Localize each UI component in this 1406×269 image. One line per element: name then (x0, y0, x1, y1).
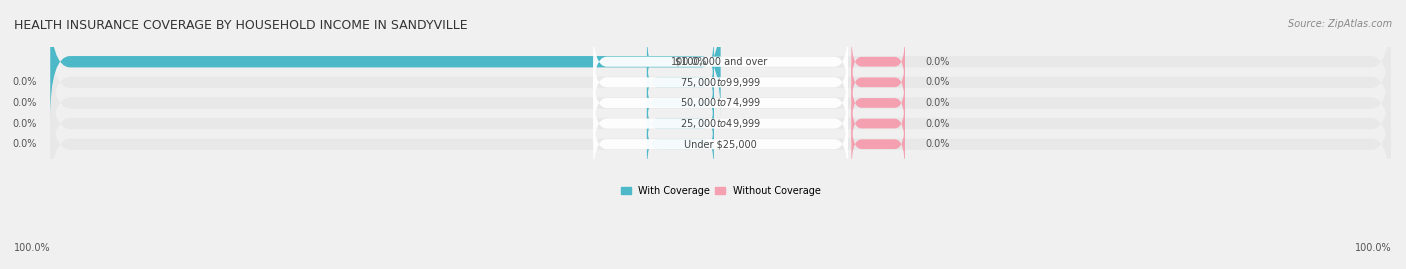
Text: 0.0%: 0.0% (925, 57, 949, 67)
FancyBboxPatch shape (852, 97, 905, 150)
Text: $100,000 and over: $100,000 and over (675, 57, 766, 67)
FancyBboxPatch shape (647, 97, 714, 150)
FancyBboxPatch shape (51, 88, 1391, 200)
FancyBboxPatch shape (852, 77, 905, 129)
FancyBboxPatch shape (647, 118, 714, 170)
FancyBboxPatch shape (852, 118, 905, 170)
Text: 0.0%: 0.0% (13, 119, 37, 129)
FancyBboxPatch shape (647, 56, 714, 108)
FancyBboxPatch shape (593, 108, 848, 180)
Text: $50,000 to $74,999: $50,000 to $74,999 (681, 97, 761, 109)
Text: $75,000 to $99,999: $75,000 to $99,999 (681, 76, 761, 89)
Text: 0.0%: 0.0% (925, 98, 949, 108)
Text: 0.0%: 0.0% (925, 119, 949, 129)
Text: 0.0%: 0.0% (925, 139, 949, 149)
FancyBboxPatch shape (593, 87, 848, 160)
FancyBboxPatch shape (593, 67, 848, 139)
Legend: With Coverage, Without Coverage: With Coverage, Without Coverage (621, 186, 821, 196)
FancyBboxPatch shape (852, 56, 905, 108)
FancyBboxPatch shape (852, 36, 905, 88)
Text: Under $25,000: Under $25,000 (685, 139, 756, 149)
Text: 100.0%: 100.0% (1355, 243, 1392, 253)
Text: 100.0%: 100.0% (14, 243, 51, 253)
Text: 0.0%: 0.0% (13, 139, 37, 149)
Text: Source: ZipAtlas.com: Source: ZipAtlas.com (1288, 19, 1392, 29)
FancyBboxPatch shape (593, 26, 848, 98)
Text: 100.0%: 100.0% (671, 57, 707, 67)
FancyBboxPatch shape (51, 26, 1391, 139)
FancyBboxPatch shape (51, 6, 1391, 118)
FancyBboxPatch shape (51, 6, 721, 118)
FancyBboxPatch shape (647, 77, 714, 129)
FancyBboxPatch shape (51, 47, 1391, 159)
Text: 0.0%: 0.0% (13, 98, 37, 108)
FancyBboxPatch shape (647, 36, 714, 88)
Text: 0.0%: 0.0% (13, 77, 37, 87)
Text: HEALTH INSURANCE COVERAGE BY HOUSEHOLD INCOME IN SANDYVILLE: HEALTH INSURANCE COVERAGE BY HOUSEHOLD I… (14, 19, 468, 32)
FancyBboxPatch shape (593, 46, 848, 119)
FancyBboxPatch shape (51, 68, 1391, 180)
Text: $25,000 to $49,999: $25,000 to $49,999 (681, 117, 761, 130)
Text: 0.0%: 0.0% (925, 77, 949, 87)
